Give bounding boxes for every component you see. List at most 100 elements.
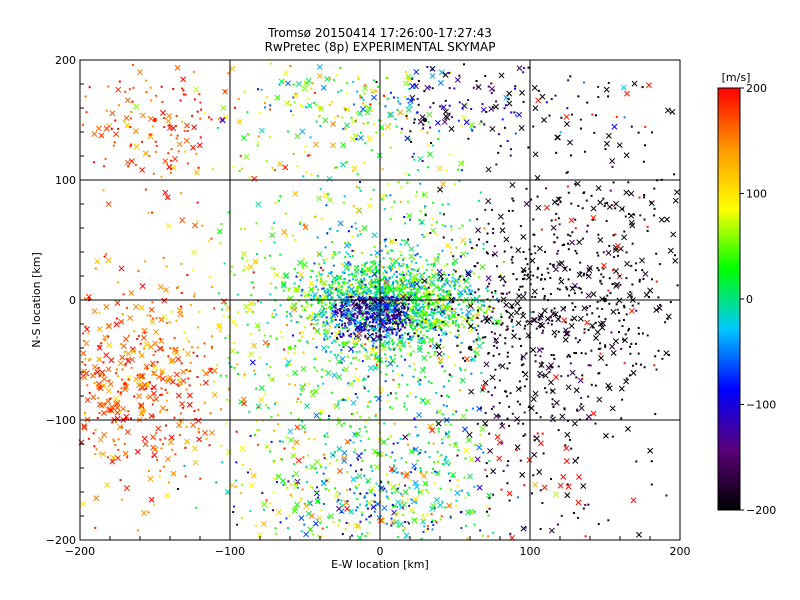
data-point-dot: [411, 300, 414, 303]
data-point-dot: [265, 363, 268, 366]
data-point-dot: [152, 125, 155, 128]
data-point-cross: [509, 181, 516, 188]
data-point-dot: [406, 443, 409, 446]
data-point-dot: [480, 120, 483, 123]
data-point-dot: [369, 198, 372, 201]
data-point-dot: [304, 106, 307, 109]
data-point-dot: [208, 444, 211, 447]
data-point-dot: [338, 344, 341, 347]
data-point-dot: [232, 511, 235, 514]
data-point-dot: [349, 333, 352, 336]
x-tick-label: −200: [65, 545, 95, 558]
data-point-dot: [560, 375, 563, 378]
data-point-dot: [486, 252, 489, 255]
data-point-dot: [290, 307, 293, 310]
data-point-dot: [233, 106, 236, 109]
data-point-dot: [418, 279, 421, 282]
data-point-dot: [340, 399, 343, 402]
data-point-dot: [391, 451, 394, 454]
data-point-dot: [255, 420, 258, 423]
data-point-dot: [536, 276, 539, 279]
data-point-cross: [468, 388, 475, 395]
data-point-dot: [365, 268, 368, 271]
data-point-dot: [350, 314, 353, 317]
data-point-dot: [246, 259, 249, 262]
data-point-dot: [228, 362, 231, 365]
data-point-dot: [354, 279, 357, 282]
data-point-dot: [324, 442, 327, 445]
data-point-dot: [320, 287, 323, 290]
data-point-dot: [569, 234, 572, 237]
data-point-dot: [84, 95, 87, 98]
data-point-dot: [674, 254, 677, 257]
data-point-dot: [570, 447, 573, 450]
data-point-dot: [380, 303, 383, 306]
data-point-dot: [605, 364, 608, 367]
data-point-dot: [177, 150, 180, 153]
data-point-dot: [354, 337, 357, 340]
data-point-dot: [466, 252, 469, 255]
data-point-cross: [629, 222, 636, 229]
data-point-cross: [408, 245, 415, 252]
data-point-dot: [579, 127, 582, 130]
data-point-dot: [451, 280, 454, 283]
data-point-dot: [331, 256, 334, 259]
data-point-cross: [563, 445, 570, 452]
data-point-dot: [470, 270, 473, 273]
data-point-dot: [417, 79, 420, 82]
data-point-dot: [504, 104, 507, 107]
data-point-dot: [83, 297, 86, 300]
data-point-dot: [411, 99, 414, 102]
data-point-dot: [130, 110, 133, 113]
data-point-dot: [327, 306, 330, 309]
data-point-dot: [439, 340, 442, 343]
data-point-cross: [249, 359, 256, 366]
data-point-dot: [447, 356, 450, 359]
data-point-dot: [437, 253, 440, 256]
data-point-dot: [384, 245, 387, 248]
data-point-dot: [385, 495, 388, 498]
data-point-dot: [456, 478, 459, 481]
data-point-dot: [395, 279, 398, 282]
data-point-dot: [522, 434, 525, 437]
data-point-dot: [381, 133, 384, 136]
data-point-dot: [269, 254, 272, 257]
data-point-cross: [298, 271, 304, 278]
data-point-dot: [396, 365, 399, 368]
data-point-cross: [207, 368, 214, 375]
data-point-dot: [114, 444, 117, 447]
data-point-dot: [279, 521, 282, 524]
data-point-dot: [492, 307, 495, 310]
y-tick-label: 200: [55, 54, 76, 67]
data-point-dot: [273, 429, 276, 432]
data-point-dot: [445, 332, 448, 335]
data-point-dot: [409, 337, 412, 340]
data-point-dot: [290, 495, 293, 498]
data-point-dot: [390, 491, 393, 494]
data-point-dot: [340, 310, 343, 313]
data-point-dot: [528, 336, 531, 339]
data-point-dot: [384, 276, 387, 279]
data-point-dot: [189, 303, 192, 306]
data-point-dot: [370, 261, 373, 264]
data-point-dot: [432, 312, 435, 315]
data-point-dot: [224, 302, 227, 305]
data-point-dot: [493, 332, 496, 335]
data-point-dot: [550, 309, 553, 312]
data-point-dot: [338, 331, 341, 334]
data-point-dot: [374, 285, 377, 288]
data-point-dot: [315, 285, 318, 288]
data-point-dot: [477, 288, 480, 291]
data-point-cross: [542, 372, 549, 379]
data-point-dot: [310, 303, 313, 306]
data-point-dot: [384, 105, 387, 108]
data-point-dot: [339, 304, 342, 307]
data-point-dot: [354, 303, 357, 306]
data-point-dot: [451, 273, 454, 276]
data-point-cross: [325, 370, 332, 377]
data-point-dot: [361, 346, 364, 349]
data-point-dot: [379, 295, 382, 298]
data-point-dot: [388, 319, 391, 322]
data-point-dot: [396, 487, 399, 490]
data-point-dot: [242, 464, 245, 467]
